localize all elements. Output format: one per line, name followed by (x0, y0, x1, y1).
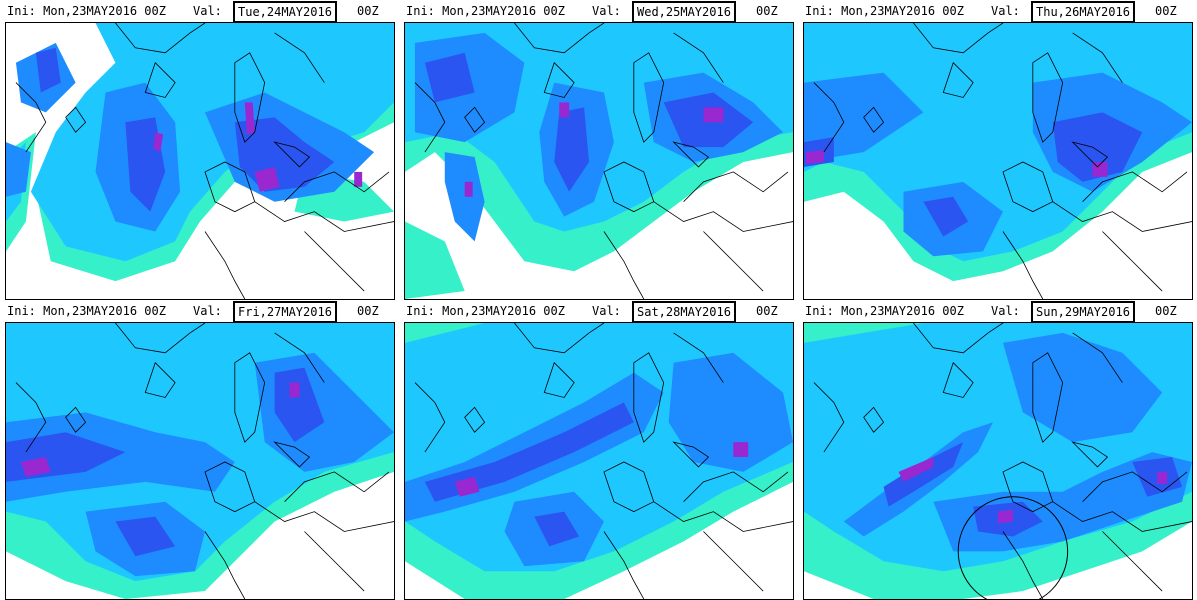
map-svg (405, 23, 793, 299)
coastlines (414, 323, 793, 599)
valid-label: Val: (991, 304, 1020, 318)
valid-hour: 00Z (756, 304, 778, 318)
init-time: Ini: Mon,23MAY2016 00Z (406, 304, 565, 318)
init-time: Ini: Mon,23MAY2016 00Z (7, 4, 166, 18)
init-time: Ini: Mon,23MAY2016 00Z (805, 304, 964, 318)
precipitation-map (5, 22, 395, 300)
valid-date-box: Wed,25MAY2016 (632, 1, 736, 23)
forecast-panel-3: Ini: Mon,23MAY2016 00Z Val: Thu,26MAY201… (803, 0, 1193, 300)
precipitation-map (803, 322, 1193, 600)
forecast-panel-5: Ini: Mon,23MAY2016 00Z Val: Sat,28MAY201… (404, 300, 794, 600)
coastlines (15, 23, 394, 299)
map-svg (6, 323, 394, 599)
field-purple (464, 102, 724, 197)
map-svg (804, 23, 1192, 299)
panel-header: Ini: Mon,23MAY2016 00Z Val: Sun,29MAY201… (803, 300, 1193, 323)
valid-label: Val: (991, 4, 1020, 18)
panel-header: Ini: Mon,23MAY2016 00Z Val: Sat,28MAY201… (404, 300, 794, 323)
forecast-panel-6: Ini: Mon,23MAY2016 00Z Val: Sun,29MAY201… (803, 300, 1193, 600)
coastlines (15, 323, 394, 599)
valid-label: Val: (193, 304, 222, 318)
field-blue (424, 402, 634, 547)
panel-header: Ini: Mon,23MAY2016 00Z Val: Wed,25MAY201… (404, 0, 794, 23)
forecast-panel-4: Ini: Mon,23MAY2016 00Z Val: Fri,27MAY201… (5, 300, 395, 600)
panel-header: Ini: Mon,23MAY2016 00Z Val: Tue,24MAY201… (5, 0, 395, 23)
panel-header: Ini: Mon,23MAY2016 00Z Val: Thu,26MAY201… (803, 0, 1193, 23)
coastlines (813, 23, 1192, 299)
valid-date-box: Sun,29MAY2016 (1031, 301, 1135, 323)
valid-label: Val: (592, 304, 621, 318)
valid-hour: 00Z (357, 304, 379, 318)
valid-hour: 00Z (357, 4, 379, 18)
field-purple (153, 102, 363, 192)
valid-label: Val: (592, 4, 621, 18)
valid-date-box: Tue,24MAY2016 (233, 1, 337, 23)
init-time: Ini: Mon,23MAY2016 00Z (805, 4, 964, 18)
valid-hour: 00Z (756, 4, 778, 18)
valid-label: Val: (193, 4, 222, 18)
coastlines (414, 23, 793, 299)
map-svg (6, 23, 394, 299)
highlight-circle (957, 496, 1069, 599)
coastlines (813, 323, 1192, 599)
precipitation-map (404, 322, 794, 600)
valid-hour: 00Z (1155, 4, 1177, 18)
valid-hour: 00Z (1155, 304, 1177, 318)
field-purple (454, 442, 749, 497)
map-svg (804, 323, 1192, 599)
valid-date-box: Sat,28MAY2016 (632, 301, 736, 323)
precipitation-map (803, 22, 1193, 300)
valid-date-box: Thu,26MAY2016 (1031, 1, 1135, 23)
map-svg (405, 323, 793, 599)
field-purple (20, 382, 300, 477)
forecast-panel-1: Ini: Mon,23MAY2016 00Z Val: Tue,24MAY201… (5, 0, 395, 300)
valid-date-box: Fri,27MAY2016 (233, 301, 337, 323)
forecast-panel-2: Ini: Mon,23MAY2016 00Z Val: Wed,25MAY201… (404, 0, 794, 300)
init-time: Ini: Mon,23MAY2016 00Z (7, 304, 166, 318)
precipitation-map (404, 22, 794, 300)
field-purple (898, 457, 1168, 524)
init-time: Ini: Mon,23MAY2016 00Z (406, 4, 565, 18)
panel-header: Ini: Mon,23MAY2016 00Z Val: Fri,27MAY201… (5, 300, 395, 323)
precipitation-map (5, 322, 395, 600)
